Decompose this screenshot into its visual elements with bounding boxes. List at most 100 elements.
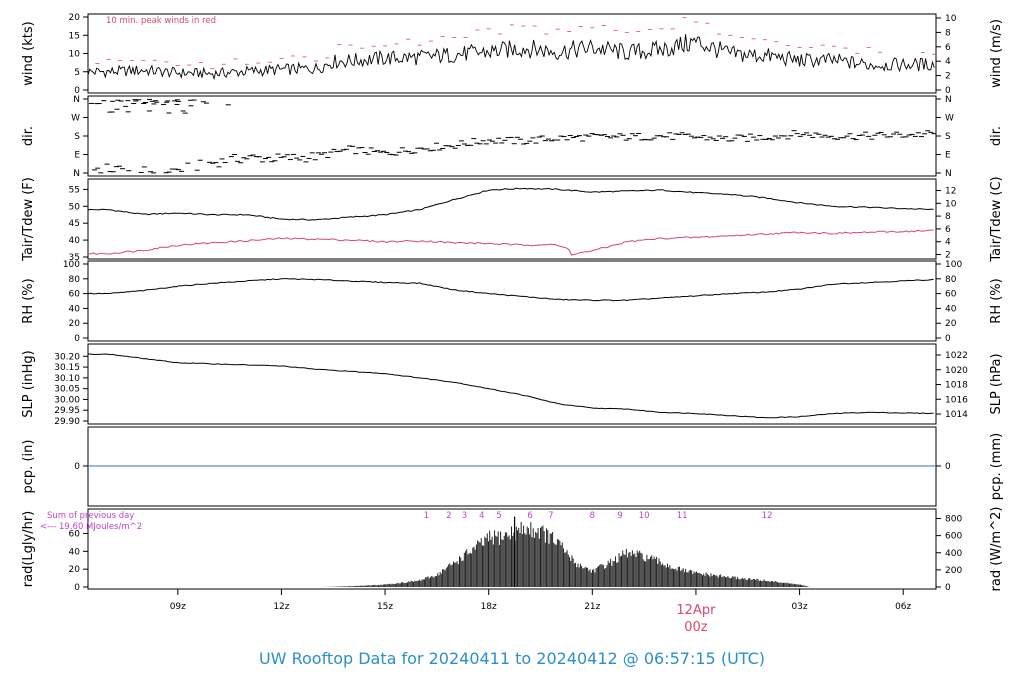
hour-label: 2 <box>446 511 451 521</box>
ytick-label-left-slp: 29.95 <box>54 406 80 416</box>
ytick-label-right-temp: 4 <box>945 238 951 248</box>
ylabel-right-rad: rad (W/m^2) <box>989 507 1004 592</box>
ytick-label-right-slp: 1016 <box>945 395 968 405</box>
ytick-label-left-wind: 0 <box>74 86 80 96</box>
ytick-label-left-rh: 0 <box>74 334 80 344</box>
ytick-label-right-rad: 800 <box>945 515 962 525</box>
ylabel-left-wind: wind (kts) <box>21 21 36 85</box>
ytick-label-right-dir: N <box>945 169 952 179</box>
xaxis-date-label: 12Apr <box>676 603 716 618</box>
ytick-label-left-rad: 20 <box>69 565 81 575</box>
ytick-label-left-wind: 20 <box>69 13 81 23</box>
hour-label: 8 <box>590 511 595 521</box>
ylabel-left-pcp: pcp. (in) <box>21 440 36 494</box>
ytick-label-right-wind: 0 <box>945 86 951 96</box>
xtick-label: 03z <box>791 602 807 612</box>
ytick-label-right-rh: 60 <box>945 290 957 300</box>
ytick-label-right-temp: 2 <box>945 251 951 261</box>
ytick-label-left-rad: 40 <box>69 547 81 557</box>
ytick-label-right-rad: 600 <box>945 532 962 542</box>
wind-speed-line <box>87 34 935 81</box>
wind-annotation: 10 min. peak winds in red <box>106 16 216 26</box>
hour-label: 11 <box>677 511 688 521</box>
ytick-label-right-rh: 40 <box>945 304 957 314</box>
xtick-label: 21z <box>584 602 600 612</box>
ytick-label-left-temp: 55 <box>69 185 80 195</box>
ytick-label-left-pcp: 0 <box>74 462 80 472</box>
xtick-label: 15z <box>377 602 393 612</box>
ytick-label-right-rad: 0 <box>945 583 951 593</box>
ytick-label-right-slp: 1020 <box>945 366 968 376</box>
ylabel-left-rad: rad(Lgly/hr) <box>21 511 36 587</box>
ytick-label-left-temp: 45 <box>69 219 80 229</box>
ytick-label-left-temp: 35 <box>69 253 80 263</box>
ytick-label-left-slp: 30.20 <box>54 352 80 362</box>
panel-frame-slp <box>87 343 937 425</box>
hour-label: 5 <box>496 511 501 521</box>
hour-label: 10 <box>639 511 650 521</box>
panel-frame-temp <box>87 178 937 260</box>
ytick-label-left-temp: 40 <box>69 236 81 246</box>
ytick-label-right-wind: 4 <box>945 57 951 67</box>
ytick-label-left-temp: 50 <box>69 202 81 212</box>
ytick-label-right-slp: 1018 <box>945 381 968 391</box>
ytick-label-right-wind: 8 <box>945 28 951 38</box>
xtick-label: 06z <box>895 602 911 612</box>
ylabel-left-slp: SLP (inHg) <box>21 350 36 418</box>
ylabel-right-rh: RH (%) <box>989 278 1004 323</box>
ytick-label-right-rh: 0 <box>945 334 951 344</box>
ytick-label-right-dir: E <box>945 151 951 161</box>
panel-frame-dir <box>87 95 937 177</box>
panel-frame-rad <box>87 508 937 590</box>
slp-line <box>87 353 934 419</box>
ytick-label-right-slp: 1014 <box>945 410 968 420</box>
ylabel-right-pcp: pcp. (mm) <box>989 433 1004 500</box>
ytick-label-left-slp: 30.00 <box>54 395 80 405</box>
xtick-label: 12z <box>273 602 289 612</box>
hour-label: 7 <box>548 511 553 521</box>
ytick-label-right-rad: 400 <box>945 549 962 559</box>
hour-label: 6 <box>527 511 532 521</box>
ytick-label-right-slp: 1022 <box>945 351 968 361</box>
ytick-label-left-slp: 30.15 <box>54 363 80 373</box>
ytick-label-left-slp: 29.90 <box>54 417 80 427</box>
ytick-label-left-dir: S <box>74 132 80 142</box>
ytick-label-right-rad: 200 <box>945 566 962 576</box>
dew-point-line <box>87 229 934 256</box>
ytick-label-left-wind: 15 <box>69 31 80 41</box>
ytick-label-left-slp: 30.10 <box>54 374 80 384</box>
chart-title: UW Rooftop Data for 20240411 to 20240412… <box>258 649 766 668</box>
ylabel-right-slp: SLP (hPa) <box>989 353 1004 414</box>
ytick-label-right-pcp: 0 <box>945 462 951 472</box>
ytick-label-left-wind: 5 <box>74 68 80 78</box>
ytick-label-right-rh: 20 <box>945 319 957 329</box>
ytick-label-left-wind: 10 <box>69 50 81 60</box>
ytick-label-left-slp: 30.05 <box>54 385 80 395</box>
ytick-label-left-rh: 40 <box>69 304 81 314</box>
radiation-note-1: Sum of previous day <box>47 511 134 521</box>
air-temp-line <box>87 187 934 221</box>
ytick-label-right-dir: S <box>945 132 951 142</box>
ytick-label-left-dir: N <box>73 95 80 105</box>
hour-label: 1 <box>424 511 429 521</box>
ytick-label-right-temp: 12 <box>945 187 956 197</box>
ytick-label-right-temp: 8 <box>945 212 951 222</box>
hour-label: 12 <box>762 511 773 521</box>
ytick-label-right-rh: 80 <box>945 275 957 285</box>
ylabel-left-rh: RH (%) <box>21 278 36 323</box>
ytick-label-right-wind: 6 <box>945 43 951 53</box>
ytick-label-right-wind: 10 <box>945 14 957 24</box>
ytick-label-left-rad: 60 <box>69 530 81 540</box>
ytick-label-left-dir: E <box>74 151 80 161</box>
ylabel-right-temp: Tair/Tdew (C) <box>989 176 1004 262</box>
ytick-label-left-rh: 60 <box>69 290 81 300</box>
ytick-label-right-dir: W <box>945 114 954 124</box>
hour-label: 3 <box>462 511 467 521</box>
ytick-label-right-temp: 6 <box>945 225 951 235</box>
rh-line <box>87 278 934 302</box>
panel-frame-rh <box>87 260 937 342</box>
ytick-label-left-rh: 80 <box>69 275 81 285</box>
ytick-label-right-dir: N <box>945 95 952 105</box>
hour-label: 4 <box>479 511 484 521</box>
